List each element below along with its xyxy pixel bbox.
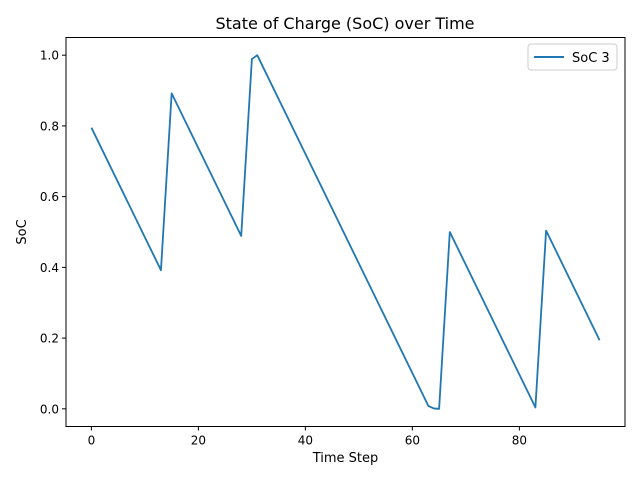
y-tick-label: 0.2	[40, 332, 59, 346]
y-tick-label: 1.0	[40, 49, 59, 63]
x-tick-label: 40	[298, 434, 313, 448]
y-axis-label: SoC	[15, 219, 30, 244]
x-axis-ticks: 0 20 40 60 80	[88, 426, 527, 448]
legend-label: SoC 3	[572, 51, 610, 66]
plot-area	[90, 54, 601, 410]
legend: SoC 3	[527, 43, 618, 71]
y-tick-label: 0.4	[40, 261, 59, 275]
plot-frame	[65, 37, 626, 427]
legend-box	[527, 43, 618, 71]
x-tick-label: 80	[512, 434, 527, 448]
x-tick-label: 0	[88, 434, 96, 448]
chart-title: State of Charge (SoC) over Time	[215, 14, 474, 33]
y-tick-label: 0.8	[40, 119, 59, 133]
x-axis-label: Time Step	[312, 451, 379, 466]
series-line-soc-3	[90, 54, 601, 410]
x-tick-label: 60	[405, 434, 420, 448]
y-tick-label: 0.6	[40, 190, 59, 204]
x-tick-label: 20	[191, 434, 206, 448]
y-axis-ticks: 0.0 0.2 0.4 0.6 0.8 1.0	[40, 49, 66, 416]
y-tick-label: 0.0	[40, 402, 59, 416]
